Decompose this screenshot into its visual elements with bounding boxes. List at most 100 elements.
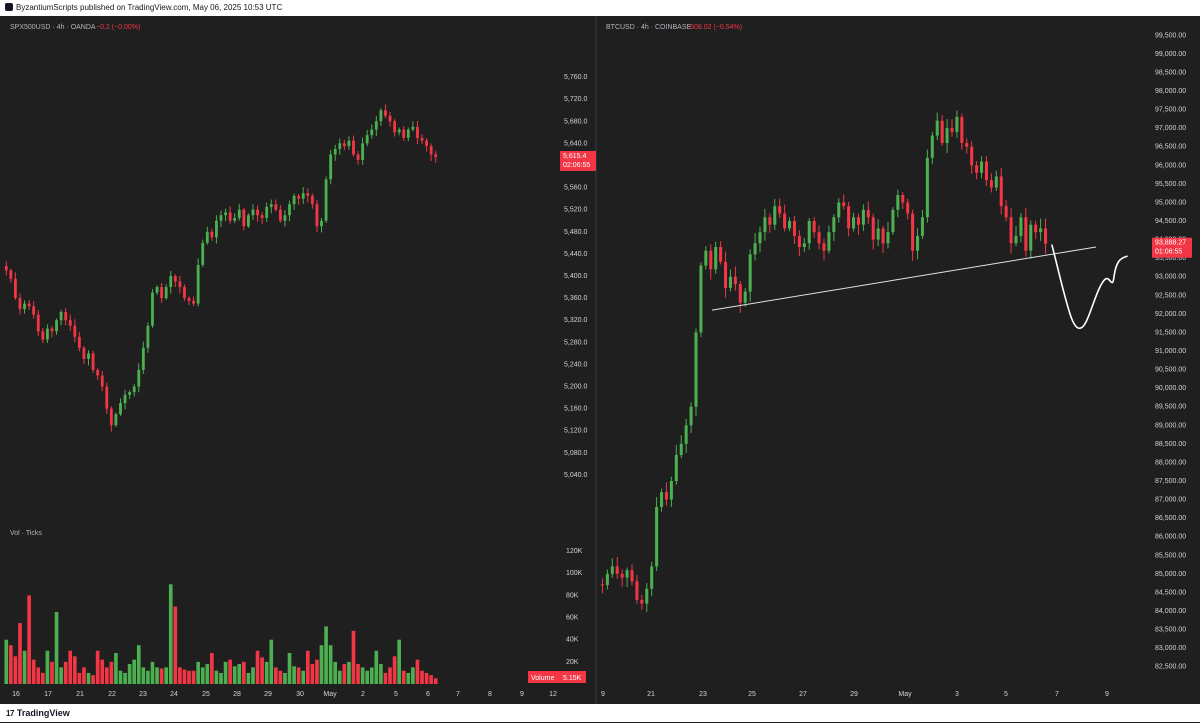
chart-symbol-label: BTCUSD · 4h · COINBASE [606, 24, 692, 31]
candle-body [1019, 217, 1023, 236]
candle-body [714, 247, 718, 270]
candle-body [288, 204, 291, 216]
volume-bar [269, 639, 274, 684]
volume-bar [18, 623, 22, 684]
y-tick-label: 5,040.0 [564, 472, 587, 479]
y-tick-label: 5,640.0 [564, 140, 587, 147]
candle-body [260, 215, 264, 218]
candle-body [297, 195, 301, 199]
y-tick-label: 93,000.00 [1155, 274, 1186, 281]
candle-body [379, 110, 383, 122]
candle-body [861, 209, 865, 225]
volume-bar [219, 672, 223, 684]
y-tick-label: 84,500.00 [1155, 589, 1186, 596]
candle-body [132, 386, 136, 393]
candle-body [18, 298, 22, 310]
y-tick-label: 92,000.00 [1155, 311, 1186, 318]
candle-body [955, 117, 959, 132]
candle-body [283, 215, 287, 221]
publish-header: ByzantiumScripts published on TradingVie… [0, 0, 1200, 16]
volume-bar [159, 668, 164, 684]
volume-bar [63, 661, 68, 684]
volume-tick-label: 80K [566, 592, 579, 599]
candle-body [425, 140, 428, 147]
x-tick-label: 9 [601, 691, 605, 698]
candle-body [100, 375, 104, 387]
candle-body [269, 204, 273, 207]
volume-bar [305, 650, 310, 684]
volume-bar [369, 667, 374, 684]
y-tick-label: 5,280.0 [564, 339, 587, 346]
candle-body [219, 215, 223, 221]
candle-body [137, 369, 141, 387]
candle-body [778, 206, 782, 214]
x-tick-label: 2 [361, 691, 365, 698]
volume-bar [168, 584, 173, 684]
volume-bar [22, 650, 27, 684]
x-tick-label: 21 [76, 691, 84, 698]
chart-change-label: −508.02 (−0.54%) [686, 24, 742, 31]
volume-bar [72, 656, 77, 684]
volume-bar [196, 661, 200, 684]
candle-body [655, 507, 659, 567]
y-tick-label: 87,000.00 [1155, 497, 1186, 504]
x-tick-label: 7 [456, 691, 460, 698]
y-tick-label: 90,000.00 [1155, 385, 1186, 392]
candle-body [891, 209, 895, 233]
candle-body [812, 221, 816, 233]
candle-body [920, 217, 924, 236]
candle-body [1024, 217, 1028, 251]
volume-bar [86, 672, 91, 684]
price-tag [560, 150, 596, 171]
x-tick-label: 28 [233, 691, 241, 698]
y-tick-label: 96,500.00 [1155, 144, 1186, 151]
candle-body [980, 161, 984, 173]
candle-body [669, 481, 673, 500]
candle-body [370, 129, 374, 136]
candle-body [342, 143, 346, 147]
candle-body [684, 425, 688, 444]
volume-bar [292, 666, 296, 684]
volume-bar [118, 670, 123, 684]
x-tick-label: 23 [699, 691, 707, 698]
candle-body [224, 212, 227, 216]
candle-body [128, 392, 132, 395]
candle-body [77, 336, 81, 348]
x-tick-label: 21 [647, 691, 655, 698]
candle-body [169, 276, 173, 288]
candle-body [911, 213, 915, 251]
candle-body [36, 314, 40, 332]
volume-bar [191, 670, 196, 684]
volume-bar [242, 661, 246, 684]
y-tick-label: 88,000.00 [1155, 459, 1186, 466]
volume-bar [36, 667, 41, 684]
candle-body [719, 247, 723, 262]
volume-bar [104, 667, 109, 684]
y-tick-label: 91,500.00 [1155, 329, 1186, 336]
x-tick-label: 9 [1105, 691, 1109, 698]
x-tick-label: 5 [394, 691, 398, 698]
volume-bar [347, 661, 351, 684]
candle-body [753, 243, 757, 255]
volume-bar [315, 659, 319, 684]
candle-body [788, 221, 792, 229]
y-tick-label: 82,500.00 [1155, 664, 1186, 671]
candle-body [940, 120, 944, 143]
y-tick-label: 85,500.00 [1155, 552, 1186, 559]
y-tick-label: 93,500.00 [1155, 255, 1186, 262]
volume-bar [287, 652, 292, 684]
volume-bar [182, 669, 187, 684]
y-tick-label: 97,000.00 [1155, 125, 1186, 132]
candle-body [82, 347, 86, 359]
volume-bar [420, 670, 424, 684]
y-tick-label: 5,080.0 [564, 450, 587, 457]
candle-body [393, 121, 397, 133]
candle-body [73, 325, 77, 337]
candle-body [228, 212, 232, 221]
candle-body [402, 129, 406, 138]
tradingview-logo-icon: 17 [6, 709, 14, 718]
volume-bar [365, 670, 370, 684]
y-tick-label: 5,320.0 [564, 317, 587, 324]
candle-body [420, 137, 424, 141]
candle-body [91, 353, 95, 370]
